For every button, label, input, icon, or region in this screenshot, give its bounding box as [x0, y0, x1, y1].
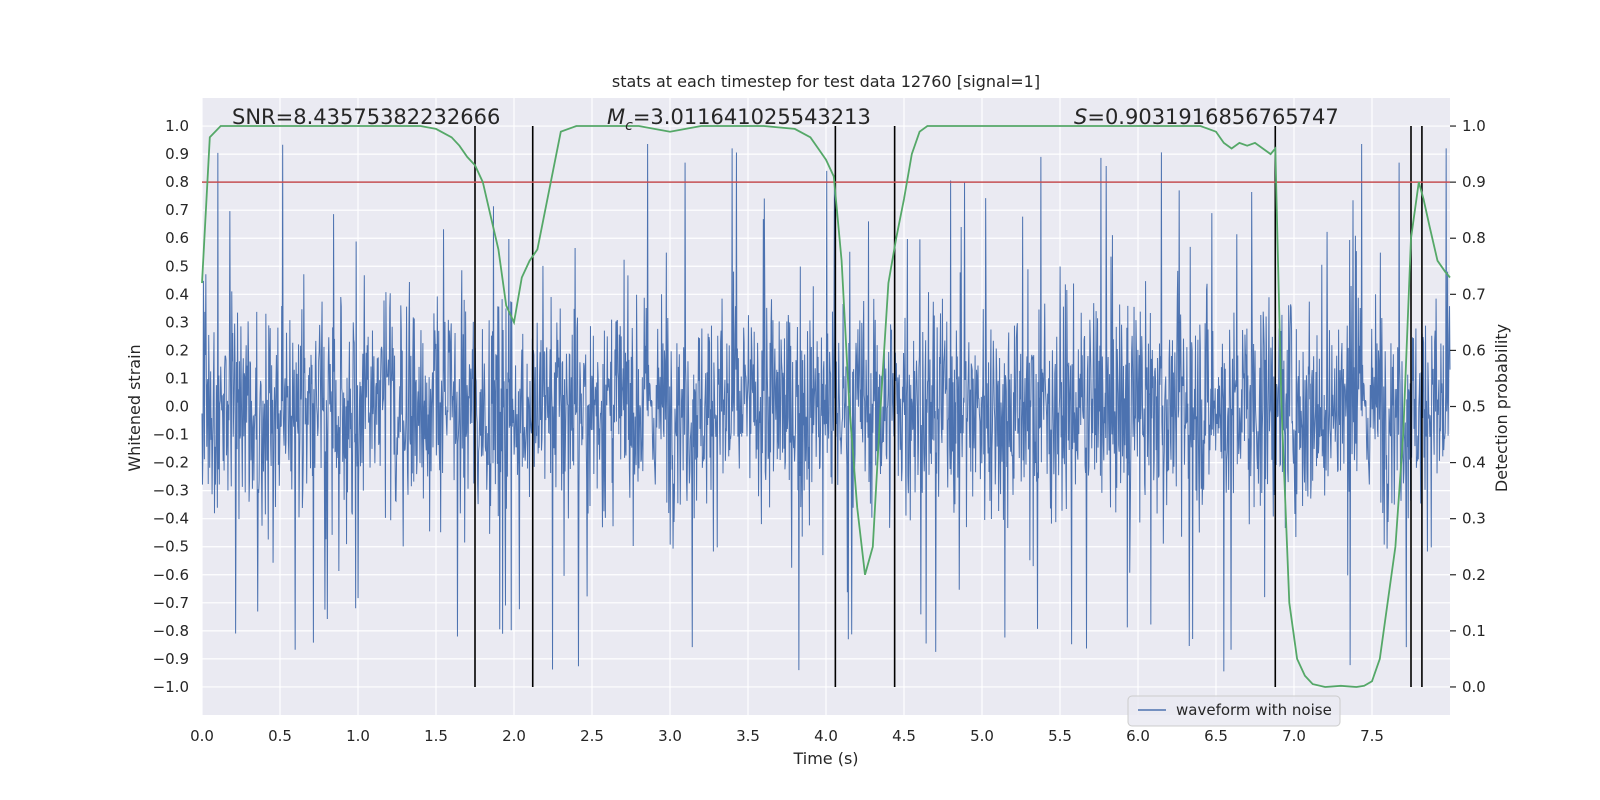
x-tick-label: 3.0	[658, 727, 682, 745]
y-tick-label-left: 0.7	[165, 201, 189, 219]
y-tick-label-left: 0.1	[165, 369, 189, 387]
y-tick-label-left: −0.1	[153, 426, 189, 444]
y-tick-label-left: 0.2	[165, 341, 189, 359]
y-tick-label-left: 0.5	[165, 257, 189, 275]
y-tick-label-left: −1.0	[153, 678, 189, 696]
y-axis-label-left: Whitened strain	[125, 344, 144, 471]
y-tick-label-right: 0.6	[1462, 341, 1486, 359]
y-axis-ticks-right: 1.0 0.9 0.8 0.7 0.6 0.5 0.4 0.3 0.2 0.1 0.0	[1450, 117, 1486, 696]
y-tick-label-right: 0.5	[1462, 398, 1486, 416]
x-axis-label: Time (s)	[792, 749, 858, 768]
y-tick-label-left: −0.3	[153, 482, 189, 500]
x-tick-label: 1.0	[346, 727, 370, 745]
x-tick-label: 6.5	[1204, 727, 1228, 745]
y-tick-label-left: −0.4	[153, 510, 189, 528]
y-tick-label-right: 1.0	[1462, 117, 1486, 135]
x-tick-label: 4.0	[814, 727, 838, 745]
x-tick-label: 7.0	[1282, 727, 1306, 745]
y-tick-label-right: 0.1	[1462, 622, 1486, 640]
x-tick-label: 4.5	[892, 727, 916, 745]
y-tick-label-left: 0.0	[165, 398, 189, 416]
y-tick-label-right: 0.8	[1462, 229, 1486, 247]
y-tick-label-left: −0.9	[153, 650, 189, 668]
x-tick-label: 7.5	[1360, 727, 1384, 745]
y-axis-ticks-left: 1.0 0.9 0.8 0.7 0.6 0.5 0.4 0.3 0.2 0.1 0.0 −0.1 −0.…	[153, 117, 189, 696]
y-tick-label-right: 0.7	[1462, 285, 1486, 303]
x-tick-label: 5.0	[970, 727, 994, 745]
y-tick-label-left: 0.3	[165, 313, 189, 331]
x-tick-label: 6.0	[1126, 727, 1150, 745]
x-axis-ticks: 0.0 0.5 1.0 1.5 2.0 2.5 3.0 3.5 4.0 4.5 5.0 5.5 6.0 6…	[190, 727, 1384, 745]
y-tick-label-right: 0.2	[1462, 566, 1486, 584]
y-tick-label-left: −0.5	[153, 538, 189, 556]
chirp-mass-subscript: c	[625, 118, 633, 134]
chirp-mass-value: =3.011641025543213	[633, 105, 871, 129]
x-tick-label: 0.5	[268, 727, 292, 745]
snr-annotation: SNR=8.43575382232666	[232, 105, 500, 129]
s-annotation: S=0.9031916856765747	[1074, 105, 1339, 129]
x-tick-label: 3.5	[736, 727, 760, 745]
y-tick-label-left: −0.7	[153, 594, 189, 612]
y-tick-label-left: 0.9	[165, 145, 189, 163]
y-tick-label-left: −0.8	[153, 622, 189, 640]
y-tick-label-right: 0.4	[1462, 454, 1486, 472]
waveform-series	[201, 143, 1451, 672]
y-tick-label-right: 0.0	[1462, 678, 1486, 696]
legend-box	[1127, 695, 1341, 727]
y-tick-label-left: −0.6	[153, 566, 189, 584]
s-symbol: S	[1074, 105, 1087, 129]
y-tick-label-left: 0.8	[165, 173, 189, 191]
y-tick-label-left: −0.2	[153, 454, 189, 472]
chirp-mass-symbol: M	[607, 105, 625, 129]
y-axis-label-right: Detection probability	[1492, 324, 1511, 492]
x-tick-label: 0.0	[190, 727, 214, 745]
y-tick-label-left: 0.4	[165, 285, 189, 303]
x-tick-label: 2.5	[580, 727, 604, 745]
chirp-mass-annotation: Mc=3.011641025543213	[607, 105, 871, 134]
legend-entry-waveform: waveform with noise	[1176, 701, 1332, 719]
y-tick-label-left: 0.6	[165, 229, 189, 247]
x-tick-label: 5.5	[1048, 727, 1072, 745]
y-tick-label-left: 1.0	[165, 117, 189, 135]
waveform-with-noise-line	[201, 143, 1451, 672]
chart-title: stats at each timestep for test data 127…	[612, 72, 1040, 91]
s-value: =0.9031916856765747	[1087, 105, 1338, 129]
y-tick-label-right: 0.9	[1462, 173, 1486, 191]
y-tick-label-right: 0.3	[1462, 510, 1486, 528]
x-tick-label: 2.0	[502, 727, 526, 745]
x-tick-label: 1.5	[424, 727, 448, 745]
detection-probability-line	[201, 125, 1451, 688]
event-vertical-lines	[474, 126, 1423, 687]
legend: waveform with noise	[1127, 695, 1341, 727]
